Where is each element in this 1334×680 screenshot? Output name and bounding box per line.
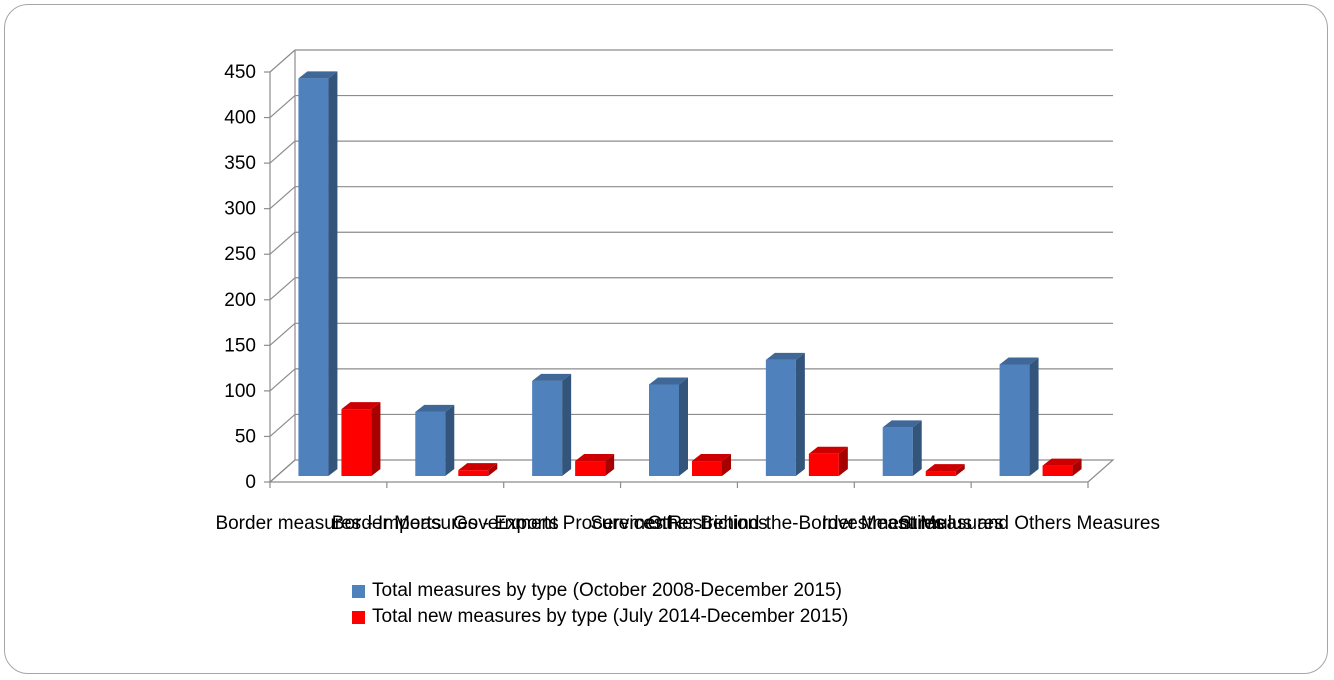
bar-front [532,380,563,476]
bar-side [955,464,965,476]
side-wall-gridline [269,368,296,392]
bars [298,71,1082,476]
y-tick-label: 350 [224,153,256,174]
axes [264,50,1115,488]
bar-front [341,409,372,476]
side-wall-gridline [269,140,296,164]
x-tick-label: Border Measures - Exports [332,513,559,534]
y-tick-label: 250 [224,244,256,265]
bar-series-1 [882,420,922,476]
bar-top [415,404,455,412]
legend-item-series-1: Total measures by type (October 2008-Dec… [352,578,848,604]
bar-side [679,377,688,476]
bar-side [912,420,922,476]
bar-side [445,404,455,476]
bar-side [795,352,805,476]
bar-series-2 [692,454,731,476]
bar-top [808,446,848,454]
legend: Total measures by type (October 2008-Dec… [352,578,848,630]
bar-series-1 [298,71,338,476]
legend-swatch-series-2 [352,610,365,624]
bar-front [999,364,1030,476]
bar-top [1042,458,1082,466]
y-tick-label: 200 [224,290,256,311]
bar-top [882,420,922,428]
y-axis-tick-labels: 0 50 100 150 200 250 300 350 400 450 [224,62,256,493]
y-tick-label: 100 [224,381,256,402]
bar-series-1 [649,377,688,476]
bar-top [298,71,338,79]
y-tick-label: 450 [224,62,256,83]
bar-series-2 [925,464,965,476]
bar-series-2 [808,446,848,476]
bar-front [692,461,722,476]
side-wall-gridline [269,231,296,255]
y-tick-label: 300 [224,199,256,220]
y-tick-label: 50 [235,426,256,447]
chart-floor [268,459,1115,483]
x-tick-label: Investment Measures [822,513,1004,534]
bar-front [1042,465,1073,476]
legend-label-series-1: Total measures by type (October 2008-Dec… [372,580,842,601]
side-wall-gridline [269,277,296,301]
bar-front [415,411,446,476]
y-tick-label: 0 [245,472,256,493]
bar-top [999,357,1039,365]
bar-top [575,454,615,462]
bar-series-1 [415,404,455,476]
bar-series-2 [575,454,615,476]
bar-side [371,402,381,476]
bar-top [765,352,805,360]
bar-side [605,454,615,476]
side-wall-gridline [269,49,296,73]
x-tick-label: Government Procurement [453,513,672,534]
bar-top [692,454,731,462]
x-tick-label: Other Behind-the-Border Measures [647,513,944,534]
bar-front [925,471,956,476]
bar-side [722,454,731,476]
legend-item-series-2: Total new measures by type (July 2014-De… [352,604,848,630]
x-tick-label: Services Restrictions [590,513,767,534]
legend-swatch-series-1 [352,584,365,598]
bar-side [328,71,338,476]
bar-series-1 [765,352,805,476]
bar-front [458,470,489,476]
bar-series-1 [532,373,572,476]
x-tick-label: Stimulus and Others Measures [899,513,1160,534]
bar-side [1029,357,1039,476]
bar-front [808,453,839,476]
bar-front [575,461,606,476]
bar-series-2 [341,402,381,476]
bar-top [649,377,688,385]
legend-label-series-2: Total new measures by type (July 2014-De… [372,606,849,627]
bar-series-2 [1042,458,1082,476]
bar-front [765,359,796,476]
bar-top [532,373,572,381]
bar-series-1 [999,357,1039,476]
bar-front [649,384,679,476]
chart-frame [4,4,1328,674]
bar-front [298,78,329,476]
side-wall-gridline [269,322,296,346]
side-wall-gridline [269,186,296,210]
bar-side [562,373,572,476]
side-wall-gridline [269,413,296,437]
bar-side [1072,458,1082,476]
bar-top [458,463,498,471]
bar-front [882,427,913,476]
bar-top [341,402,381,410]
side-wall-gridline [269,95,296,119]
x-tick-label: Border measures - Imports [215,513,441,534]
bar-side [838,446,848,476]
bar-side [488,463,498,476]
bar-series-2 [458,463,498,476]
y-tick-label: 150 [224,335,256,356]
y-tick-label: 400 [224,108,256,129]
gridlines [269,49,1113,483]
bar-top [925,464,965,472]
